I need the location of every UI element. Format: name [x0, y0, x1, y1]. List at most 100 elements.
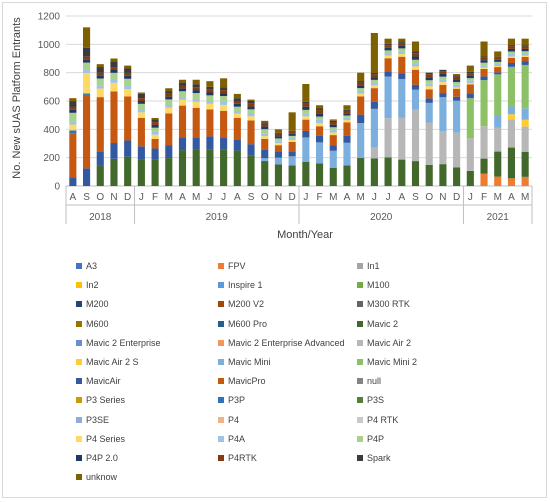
- legend-swatch: [76, 282, 82, 289]
- bar-segment: [411, 51, 420, 54]
- bar-segment: [247, 106, 255, 110]
- bar-segment: [247, 100, 255, 104]
- bar-segment: [494, 72, 502, 75]
- bar-segment: [329, 122, 337, 125]
- bar-segment: [96, 72, 104, 76]
- bar-segment: [261, 120, 269, 123]
- bar-segment: [288, 142, 296, 152]
- legend-swatch: [357, 301, 363, 308]
- legend-swatch: [357, 263, 363, 269]
- bar-segment: [110, 72, 118, 80]
- bar-segment: [96, 88, 104, 98]
- x-tick-label: A: [398, 192, 405, 203]
- bar-segment: [425, 83, 433, 87]
- legend-swatch: [357, 397, 363, 404]
- x-tick-label: J: [303, 192, 308, 203]
- bar-segment: [480, 65, 488, 68]
- x-tick-label: M: [329, 192, 337, 203]
- legend-label: P3SE: [86, 414, 110, 425]
- legend-swatch: [357, 378, 363, 385]
- bar-segment: [288, 151, 296, 157]
- bar-segment: [274, 138, 283, 141]
- legend-label: M200: [86, 299, 109, 310]
- x-tick-label: D: [453, 192, 460, 203]
- bar-segment: [206, 109, 214, 137]
- bar-segment: [165, 93, 173, 97]
- bar-segment: [384, 47, 392, 51]
- bar-segment: [494, 66, 502, 68]
- bar-segment: [343, 115, 351, 118]
- x-tick-label: A: [179, 192, 186, 203]
- bar-segment: [521, 61, 529, 65]
- bar-segment: [425, 80, 433, 84]
- x-tick-label: J: [207, 192, 212, 203]
- bar-segment: [96, 85, 104, 89]
- bar-segment: [69, 106, 77, 110]
- legend-label: Mavic 2: [367, 318, 399, 329]
- bar-segment: [274, 145, 283, 152]
- bar-segment: [274, 136, 283, 139]
- bar-segment: [453, 132, 461, 168]
- bar-segment: [507, 56, 516, 58]
- bar-segment: [247, 103, 255, 107]
- legend-swatch: [218, 378, 224, 385]
- bar-segment: [494, 57, 502, 60]
- bar-segment: [370, 77, 378, 80]
- bar-segment: [425, 72, 433, 75]
- bar-segment: [274, 129, 283, 133]
- legend-label: P4RTK: [228, 453, 257, 463]
- bar-segment: [411, 84, 420, 90]
- x-tick-label: M: [165, 192, 173, 203]
- bar-segment: [192, 84, 200, 88]
- y-tick-label: 600: [43, 97, 60, 108]
- bar-segment: [507, 63, 516, 67]
- legend-label: A3: [86, 261, 98, 271]
- bar-segment: [178, 91, 187, 97]
- bar-segment: [192, 101, 200, 108]
- legend-label: null: [367, 376, 382, 387]
- bar-segment: [439, 97, 447, 132]
- bar-segment: [206, 95, 214, 101]
- bar-segment: [315, 113, 324, 117]
- y-tick-label: 400: [43, 125, 60, 136]
- bar-segment: [480, 76, 488, 81]
- x-tick-label: O: [96, 192, 104, 203]
- bar-segment: [384, 55, 392, 59]
- bar-segment: [302, 119, 310, 131]
- legend-swatch: [76, 359, 82, 365]
- bar-segment: [206, 149, 214, 186]
- bar-segment: [411, 161, 420, 186]
- bar-segment: [357, 93, 365, 97]
- bar-segment: [453, 75, 461, 77]
- bar-segment: [288, 133, 296, 136]
- bar-segment: [178, 99, 187, 106]
- legend-label: Mavic 2 Enterprise Advanced: [228, 337, 345, 348]
- bar-segment: [151, 138, 159, 149]
- bar-segment: [315, 126, 324, 136]
- bar-segment: [398, 41, 406, 43]
- bar-segment: [82, 59, 91, 63]
- bar-segment: [178, 96, 187, 100]
- x-tick-label: O: [261, 192, 269, 203]
- bar-segment: [124, 72, 132, 76]
- x-tick-label: D: [124, 192, 131, 203]
- legend-swatch: [76, 435, 82, 442]
- bar-segment: [288, 139, 296, 143]
- bar-segment: [357, 96, 365, 115]
- y-tick-label: 1000: [38, 40, 61, 51]
- bar-segment: [384, 157, 392, 186]
- legend-label: M600: [86, 318, 109, 329]
- legend-label: In1: [367, 261, 380, 271]
- bar-segment: [110, 158, 118, 186]
- legend-label: Mavic Mini: [228, 357, 271, 367]
- bar-segment: [220, 96, 228, 102]
- bar-segment: [151, 127, 159, 132]
- bar-segment: [480, 41, 488, 57]
- legend-label: unknow: [86, 472, 118, 483]
- bar-segment: [261, 136, 269, 139]
- bar-segment: [384, 45, 392, 48]
- bar-segment: [165, 88, 173, 92]
- bar-segment: [357, 158, 365, 186]
- bar-segment: [288, 130, 296, 132]
- x-tick-label: A: [70, 192, 77, 203]
